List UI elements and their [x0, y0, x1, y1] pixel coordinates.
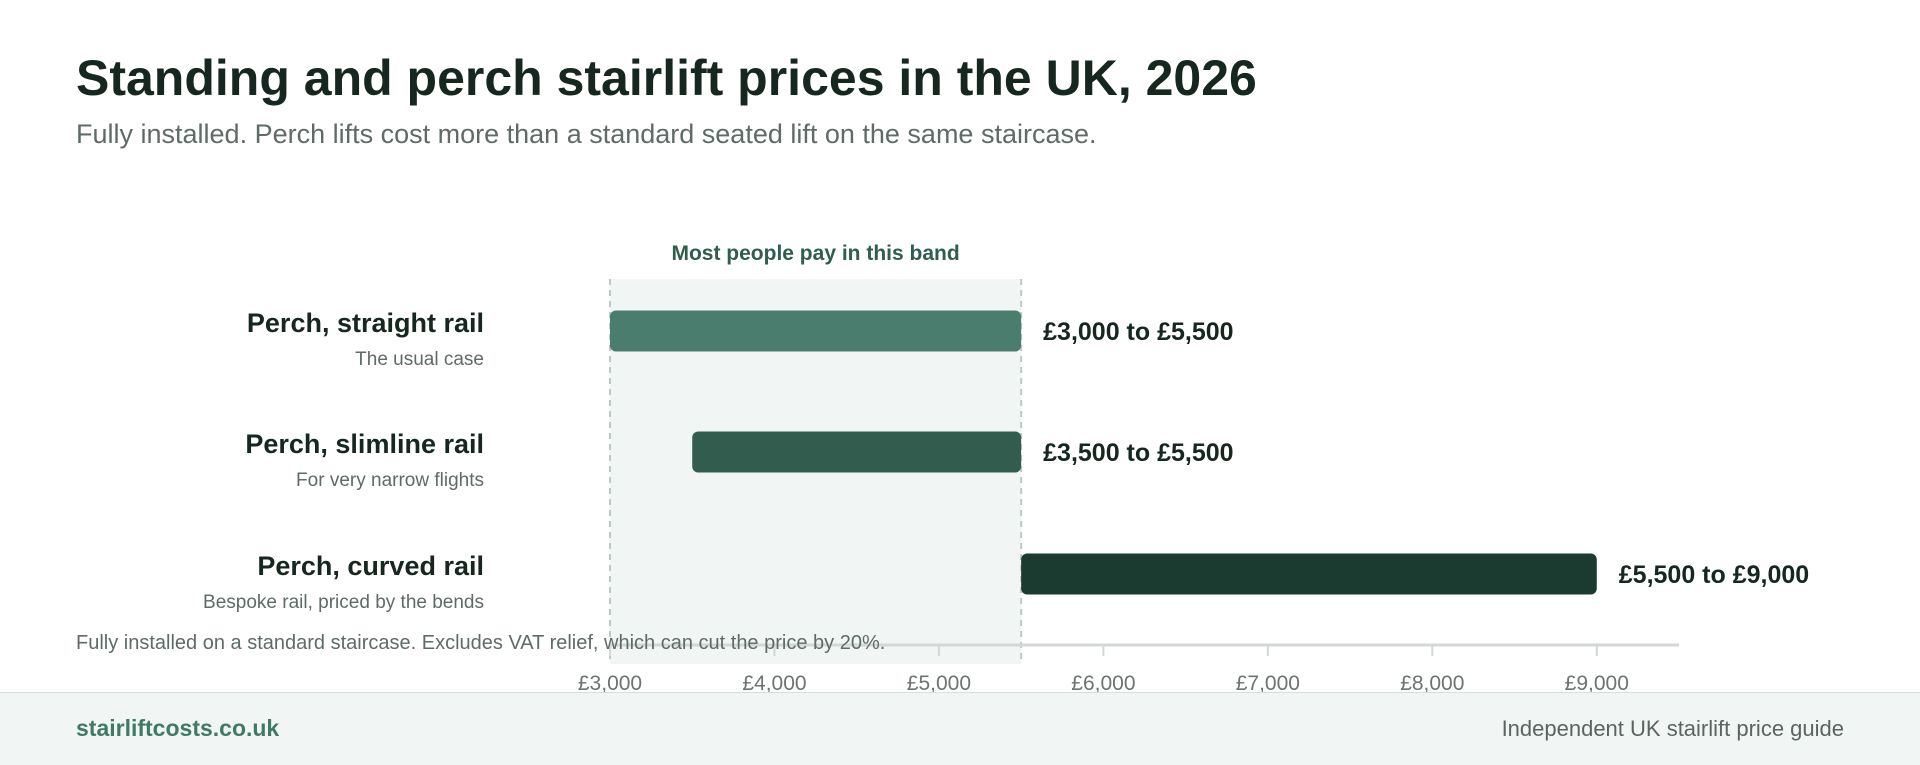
row-note: For very narrow flights [296, 470, 484, 491]
chart-footnote: Fully installed on a standard staircase.… [76, 632, 885, 654]
row-note: The usual case [355, 349, 484, 370]
page-title: Standing and perch stairlift prices in t… [76, 50, 1257, 106]
footer-tagline: Independent UK stairlift price guide [1501, 716, 1844, 741]
band-label: Most people pay in this band [671, 242, 959, 265]
chart-row: Perch, slimline rail For very narrow flig… [245, 429, 1233, 491]
x-tick-label: £8,000 [1400, 672, 1464, 692]
price-range-chart: Most people pay in this band £3,000 £4,00… [76, 242, 1809, 692]
range-value-label: £5,500 to £9,000 [1619, 561, 1809, 589]
footer: stairliftcosts.co.uk Independent UK stai… [0, 692, 1920, 765]
page-subtitle: Fully installed. Perch lifts cost more t… [76, 119, 1097, 149]
chart-rows: Perch, straight rail The usual case £3,000… [203, 308, 1809, 613]
x-axis-ticks: £3,000 £4,000 £5,000 £6,000 £7,000 £8,000 £9,0… [578, 645, 1629, 692]
range-value-label: £3,500 to £5,500 [1043, 439, 1233, 467]
range-bar [692, 431, 1022, 473]
row-note: Bespoke rail, priced by the bends [203, 592, 484, 613]
x-tick-label: £3,000 [578, 672, 642, 692]
chart-row: Perch, curved rail Bespoke rail, priced b… [203, 551, 1809, 613]
row-name: Perch, curved rail [257, 551, 484, 581]
x-tick-label: £4,000 [742, 672, 806, 692]
range-value-label: £3,000 to £5,500 [1043, 318, 1233, 346]
range-bar [610, 310, 1022, 352]
range-bar [1021, 553, 1597, 595]
x-tick-label: £5,000 [907, 672, 971, 692]
x-tick-label: £6,000 [1071, 672, 1135, 692]
x-tick-label: £9,000 [1565, 672, 1629, 692]
x-tick-label: £7,000 [1236, 672, 1300, 692]
footer-brand: stairliftcosts.co.uk [76, 715, 280, 741]
chart-row: Perch, straight rail The usual case £3,000… [247, 308, 1234, 370]
row-name: Perch, straight rail [247, 308, 484, 338]
row-name: Perch, slimline rail [245, 429, 484, 459]
